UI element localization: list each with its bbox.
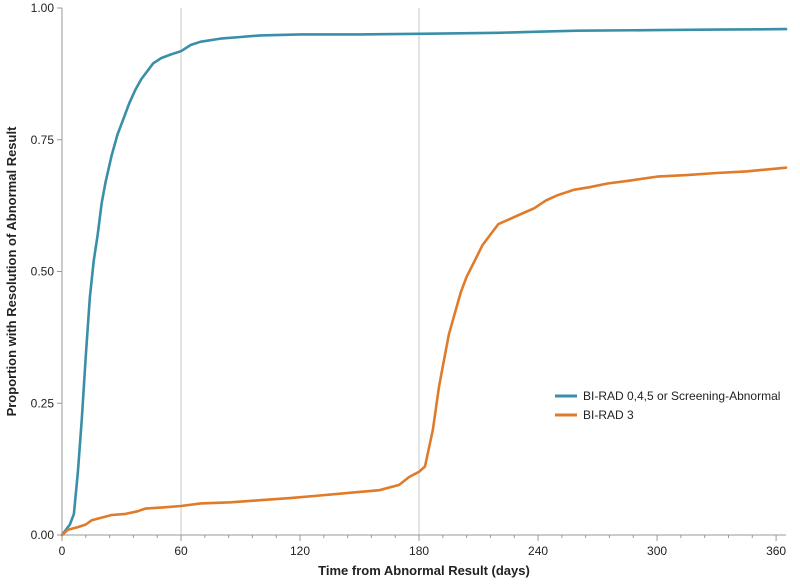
x-tick-label: 120: [290, 544, 310, 558]
y-tick-label: 0.50: [31, 265, 55, 279]
y-tick-label: 1.00: [31, 1, 55, 15]
y-tick-label: 0.00: [31, 528, 55, 542]
y-tick-label: 0.75: [31, 133, 55, 147]
x-tick-label: 300: [647, 544, 667, 558]
reference-lines: [180, 8, 420, 535]
legend: BI-RAD 0,4,5 or Screening-Abnormal BI-RAD…: [555, 389, 780, 422]
x-tick-label: 60: [174, 544, 188, 558]
y-tick-label: 0.25: [31, 396, 55, 410]
x-tick-label: 360: [766, 544, 786, 558]
x-tick-label: 0: [59, 544, 66, 558]
x-axis-title: Time from Abnormal Result (days): [318, 563, 530, 578]
series-line-2: [60, 166, 788, 537]
y-axis-title: Proportion with Resolution of Abnormal R…: [4, 126, 19, 417]
legend-label-2: BI-RAD 3: [583, 408, 634, 422]
tick-labels: 0 60 120 180 240 300 360 0.00 0.25 0.50 0.75 1.00: [31, 1, 787, 558]
series-line-1: [60, 27, 788, 537]
x-tick-label: 240: [528, 544, 548, 558]
series-group: [60, 27, 788, 537]
legend-label-1: BI-RAD 0,4,5 or Screening-Abnormal: [583, 389, 780, 403]
x-tick-label: 180: [409, 544, 429, 558]
axes: [57, 7, 786, 541]
